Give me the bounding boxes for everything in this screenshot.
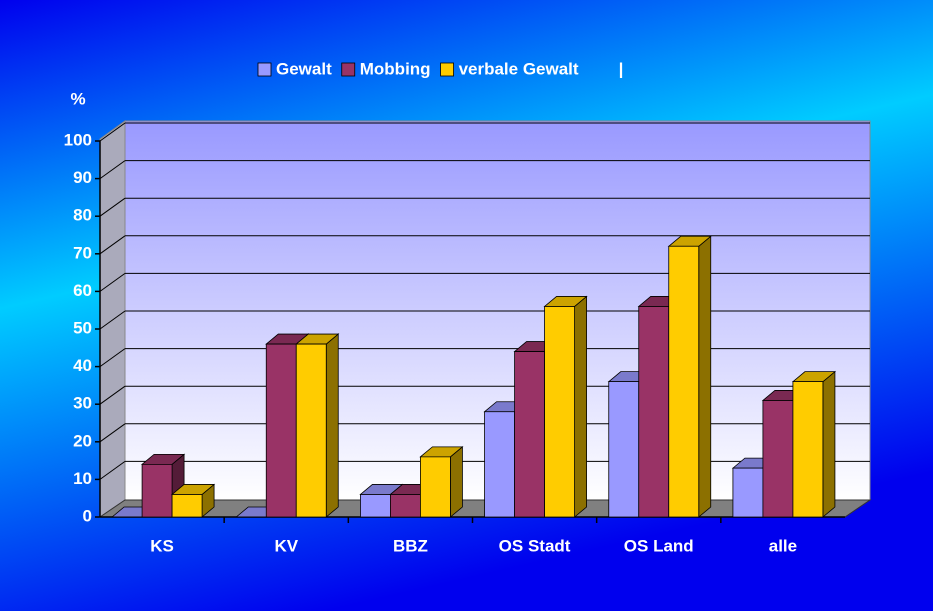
legend-swatch: [341, 62, 356, 77]
bar: [295, 333, 340, 518]
y-tick-label: 40: [73, 356, 92, 375]
y-tick-label: 10: [73, 469, 92, 488]
bar: [543, 295, 588, 518]
x-tick-label: KV: [274, 536, 298, 555]
x-tick-label: alle: [769, 536, 797, 555]
bar-front: [141, 463, 173, 518]
x-tick-label: KS: [150, 536, 174, 555]
grid-line: [99, 385, 126, 405]
bar-front: [265, 343, 297, 518]
grid-line: [99, 348, 126, 368]
x-tick-label: OS Stadt: [499, 536, 571, 555]
bar-side: [822, 370, 836, 518]
y-tick-label: 60: [73, 281, 92, 300]
bar-front: [390, 494, 421, 518]
bar: [170, 483, 216, 518]
y-axis-label: %: [70, 89, 85, 108]
bar-front: [638, 306, 670, 518]
legend-label: Mobbing: [360, 59, 431, 78]
grid-line: [99, 197, 126, 217]
bar-front: [544, 306, 575, 518]
bar-front: [171, 494, 203, 518]
bar-front: [514, 351, 545, 518]
bar: [419, 445, 464, 518]
bar-front: [484, 411, 515, 518]
legend-note: |: [619, 59, 624, 78]
bar-front: [732, 467, 764, 518]
y-tick-label: 70: [73, 243, 92, 262]
grid-line: [99, 160, 126, 180]
bar-front: [295, 343, 327, 518]
side-wall: [99, 120, 126, 518]
grid-line: [99, 235, 126, 255]
bar-side: [450, 445, 463, 518]
grid-line: [99, 272, 126, 292]
x-tick-label: BBZ: [393, 536, 428, 555]
y-tick-label: 30: [73, 394, 92, 413]
bar-front: [420, 456, 451, 518]
bar-side: [574, 295, 587, 518]
grid-line: [99, 310, 126, 330]
legend-label: Gewalt: [276, 59, 332, 78]
bar: [791, 370, 837, 518]
bar-front: [608, 381, 640, 518]
bar-side: [325, 333, 339, 518]
bar-side: [698, 235, 712, 518]
grid-line: [99, 122, 126, 142]
y-tick-label: 100: [64, 130, 92, 149]
bar-front: [360, 494, 391, 518]
x-tick-label: OS Land: [624, 536, 694, 555]
bar-front: [668, 245, 700, 518]
grid-line: [99, 423, 126, 443]
bar-front: [792, 381, 824, 518]
y-tick-label: 80: [73, 206, 92, 225]
legend-swatch: [257, 62, 272, 77]
bar: [667, 235, 712, 518]
y-tick-label: 20: [73, 431, 92, 450]
legend-label: verbale Gewalt: [459, 59, 579, 78]
grid-line: [99, 460, 126, 480]
y-tick-label: 90: [73, 168, 92, 187]
y-tick-label: 50: [73, 318, 92, 337]
y-tick-label: 0: [83, 506, 92, 525]
bar-front: [762, 400, 794, 518]
legend-swatch: [440, 62, 454, 77]
